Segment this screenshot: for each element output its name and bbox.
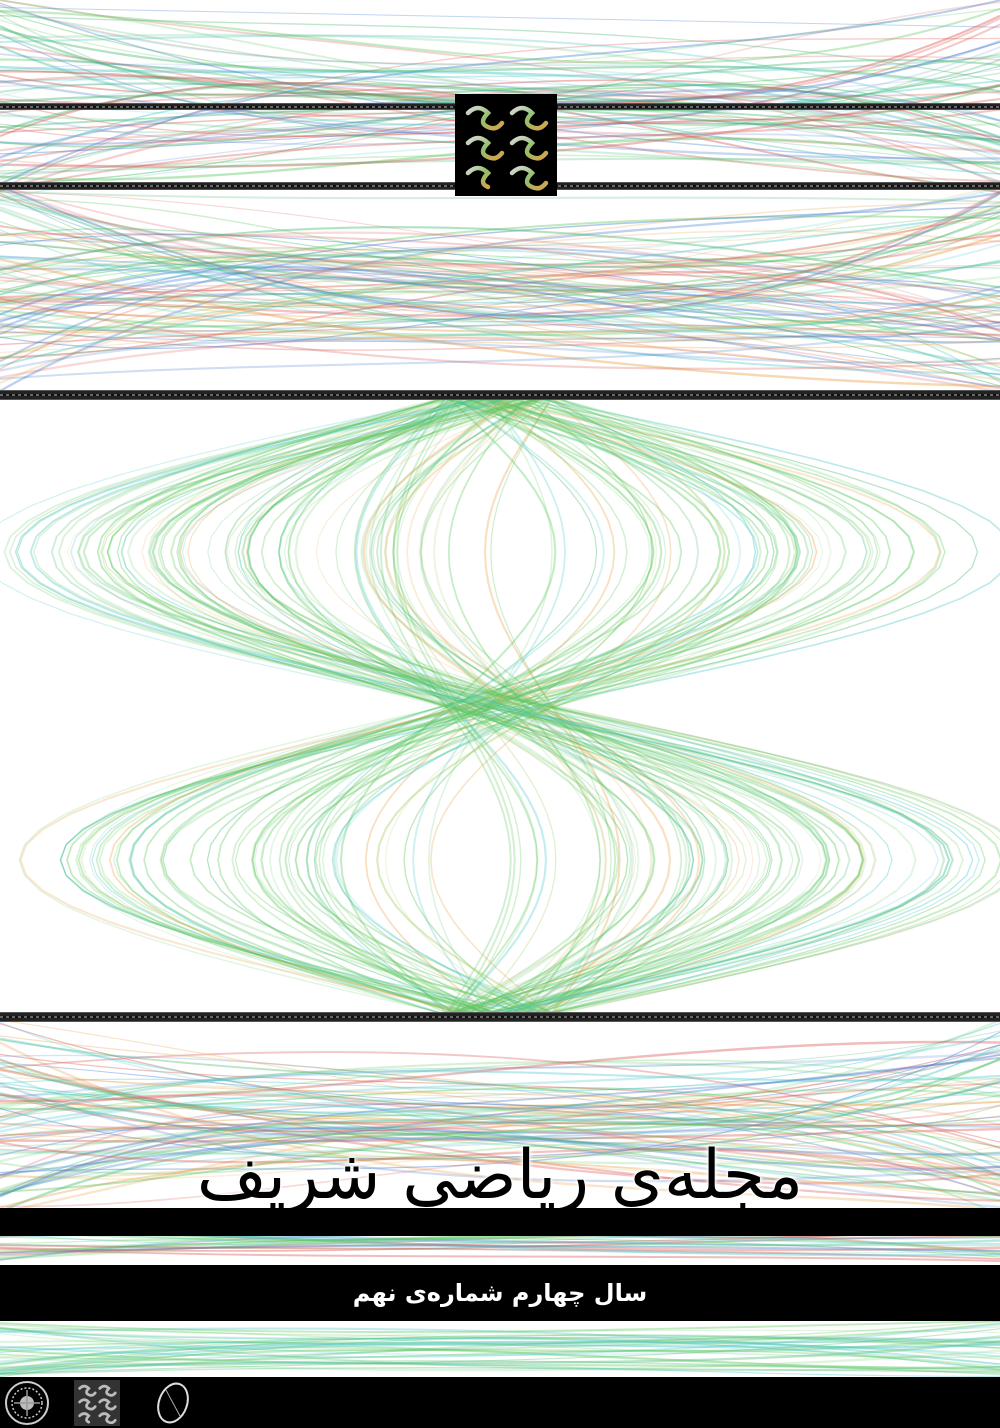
middle-rule-lower — [0, 1013, 1000, 1021]
oval-emblem-icon — [150, 1380, 196, 1426]
journal-title: مجله‌ی ریاضی شریف — [196, 1136, 804, 1215]
journal-monogram-icon — [465, 105, 549, 191]
strand-field — [0, 396, 1000, 1016]
university-seal-icon — [4, 1380, 50, 1426]
journal-monogram-icon — [74, 1380, 120, 1426]
issue-subtitle: سال چهارم شماره‌ی نهم — [352, 1279, 648, 1307]
subtitle-band: سال چهارم شماره‌ی نهم — [0, 1265, 1000, 1321]
strand-band — [0, 1319, 1000, 1378]
strand-band — [0, 1019, 1000, 1216]
middle-rule-upper — [0, 391, 1000, 399]
journal-logo — [455, 94, 557, 196]
title-underline-band — [0, 1208, 1000, 1236]
strand-band — [0, 184, 1000, 393]
strand-band — [0, 0, 1000, 200]
footer-band — [0, 1377, 1000, 1428]
